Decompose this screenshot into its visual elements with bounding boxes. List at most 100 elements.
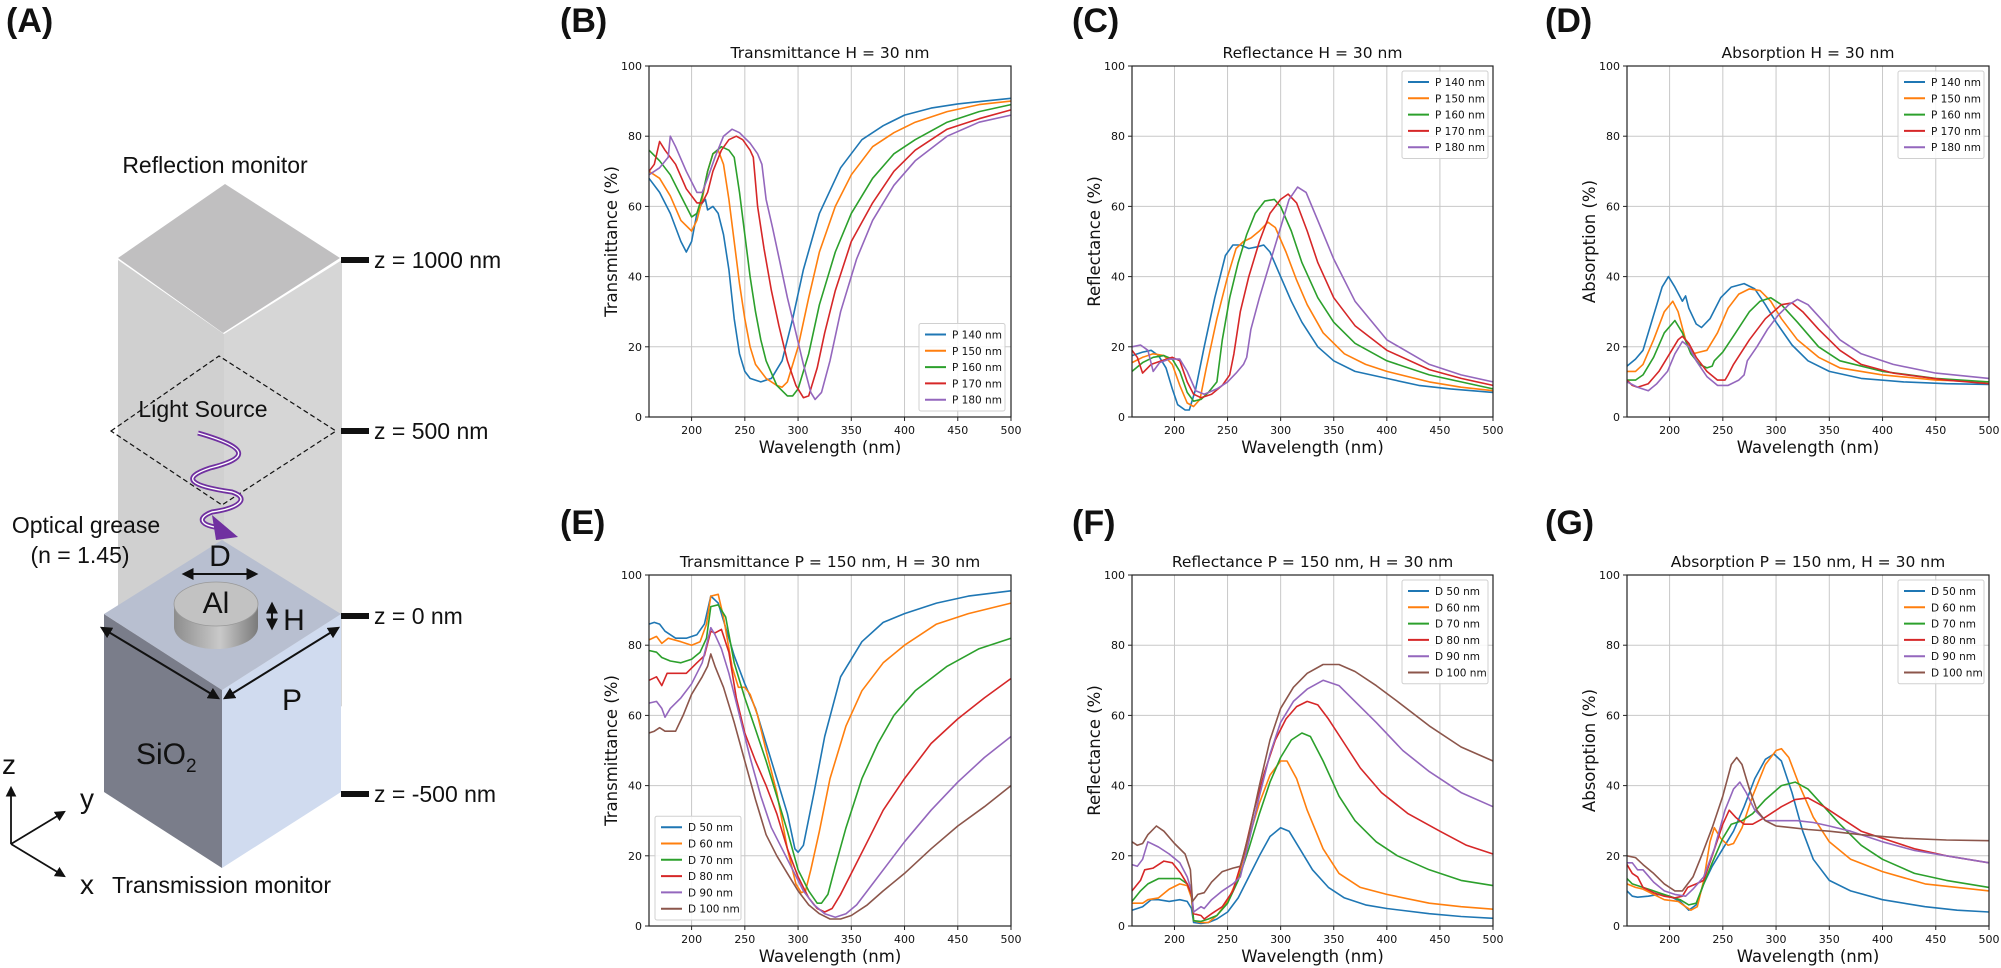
legend-entry: P 160 nm [1435,110,1485,122]
legend-entry: D 80 nm [1435,635,1480,647]
y-tick-label: 80 [1111,639,1125,652]
series-line-d-50-nm [648,590,1012,854]
plot-frame [1131,65,1494,418]
y-tick-label: 100 [621,569,642,582]
y-tick-label: 80 [1606,130,1620,143]
y-axis-title: Reflectance (%) [1085,685,1104,816]
panel-label-f: (F) [1072,504,1116,542]
x-tick-label: 450 [947,424,968,437]
panel-label-b: (B) [560,2,608,40]
plot-frame [1626,65,1990,418]
legend-entry: D 50 nm [1435,586,1480,598]
series-line-d-70-nm [648,604,1012,904]
series-line-d-70-nm [1626,781,1990,906]
y-tick-label: 100 [1599,569,1620,582]
series-line-d-60-nm [1626,747,1990,911]
transmission-monitor-label: Transmission monitor [112,872,331,898]
plot-frame [1626,574,1990,927]
x-axis-title: Wavelength (nm) [759,438,902,457]
legend-entry: D 80 nm [1931,635,1976,647]
disk-material-label: Al [203,587,230,620]
legend-box [1897,70,1985,159]
y-axis-label: y [80,783,94,814]
x-tick-label: 500 [1001,933,1022,946]
y-tick-label: 80 [1606,639,1620,652]
period-y-arrow-icon [222,626,341,700]
legend-entry: P 150 nm [1931,93,1981,105]
optical-grease-index: (n = 1.45) [30,542,129,568]
legend-entry: D 80 nm [688,871,733,883]
y-tick-label: 100 [621,60,642,73]
period-label: P [282,684,302,717]
x-tick-label: 450 [947,933,968,946]
legend-box [1897,579,1985,685]
al-disk-top [173,581,259,627]
x-tick-label: 500 [1979,933,2000,946]
series-line-d-90-nm [1131,679,1494,913]
legend-entry: P 150 nm [952,346,1002,358]
series-line-d-90-nm [1627,781,1990,897]
y-axis-title: Transmittance (%) [602,166,621,318]
x-tick-label: 250 [734,933,755,946]
legend-entry: D 70 nm [1435,619,1480,631]
panel-label-a: (A) [6,2,54,40]
y-tick-label: 100 [1104,569,1125,582]
series-line-p-160-nm [1131,198,1494,402]
series-line-p-150-nm [1627,288,1990,383]
legend-entry: D 70 nm [688,855,733,867]
legend-box [654,815,742,921]
panel-label-g: (G) [1545,504,1595,542]
legend-entry: D 70 nm [1931,619,1976,631]
y-tick-label: 20 [1111,850,1125,863]
y-tick-label: 80 [628,130,642,143]
z-marker-0 [341,613,369,619]
light-source-plane [109,355,338,506]
legend-entry: P 140 nm [952,330,1002,342]
series-line-p-150-nm [1131,221,1494,408]
series-line-p-160-nm [1627,296,1990,383]
legend-entry: P 170 nm [952,378,1002,390]
y-tick-label: 60 [1606,709,1620,722]
x-tick-label: 350 [841,933,862,946]
x-tick-label: 200 [1164,933,1185,946]
y-tick-label: 60 [628,200,642,213]
legend: D 50 nm D 60 nm D 70 nm D 80 nm D 90 nm D 100… [1897,579,1985,685]
legend-entry: D 50 nm [1931,586,1976,598]
x-tick-label: 300 [1766,424,1787,437]
y-tick-label: 0 [635,920,642,933]
x-tick-label: 350 [1819,933,1840,946]
y-tick-label: 40 [628,271,642,284]
y-tick-label: 0 [635,411,642,424]
x-tick-label: 300 [1766,933,1787,946]
series-line-p-180-nm [648,114,1012,401]
series-line-p-170-nm [648,109,1012,399]
series-line-p-180-nm [1626,298,1990,392]
legend-entry: P 160 nm [1931,110,1981,122]
y-tick-label: 40 [628,780,642,793]
x-tick-label: 350 [1819,424,1840,437]
y-tick-label: 20 [628,341,642,354]
x-tick-label: 300 [1270,933,1291,946]
x-tick-label: 400 [1872,424,1893,437]
series-line-d-70-nm [1131,732,1494,923]
legend-entry: D 90 nm [1435,651,1480,663]
y-tick-label: 40 [1111,271,1125,284]
legend-entry: P 140 nm [1931,77,1981,89]
x-tick-label: 400 [1376,933,1397,946]
y-tick-label: 20 [1111,341,1125,354]
z-marker-minus500 [341,791,369,797]
series-line-d-50-nm [1626,753,1990,913]
x-tick-label: 300 [788,424,809,437]
chart-title: Absorption H = 30 nm [1722,44,1895,62]
series-line-d-100-nm [648,653,1012,920]
x-axis-arrow-icon [10,843,66,878]
chart-title: Transmittance H = 30 nm [730,44,930,62]
substrate-label: SiO2 [136,738,197,777]
x-tick-label: 300 [1270,424,1291,437]
x-tick-label: 250 [1217,424,1238,437]
x-tick-label: 250 [1217,933,1238,946]
x-tick-label: 500 [1979,424,2000,437]
